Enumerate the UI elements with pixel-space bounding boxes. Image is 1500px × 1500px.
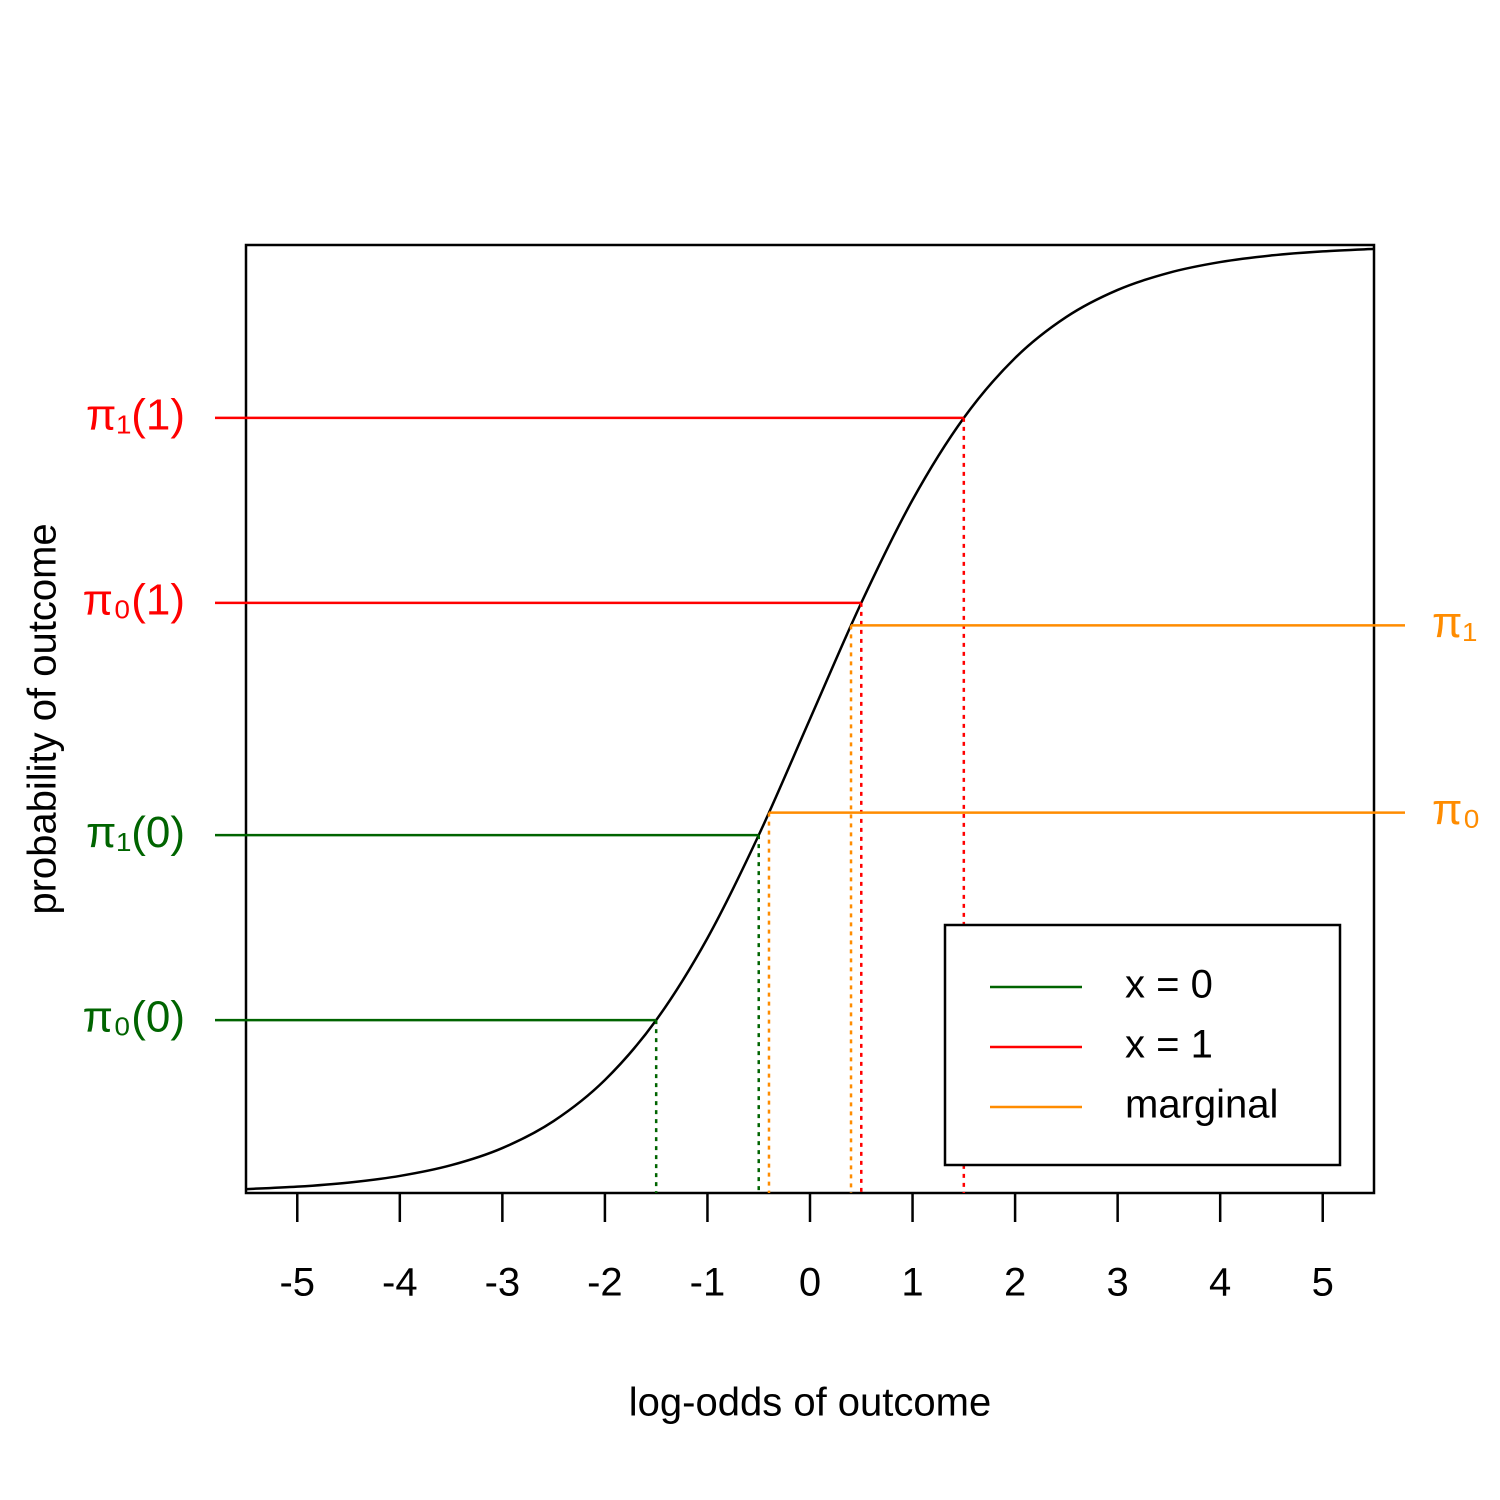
level-label: π₁(1) bbox=[86, 391, 185, 440]
y-axis-label: probability of outcome bbox=[21, 523, 65, 914]
x-tick-label: -5 bbox=[279, 1261, 315, 1305]
x-tick-label: -2 bbox=[587, 1261, 623, 1305]
legend-box bbox=[943, 923, 1342, 1167]
x-tick-label: 2 bbox=[1004, 1261, 1026, 1305]
x-axis-label: log-odds of outcome bbox=[629, 1381, 991, 1425]
level-label: π₀(1) bbox=[83, 575, 185, 624]
legend-label: marginal bbox=[1125, 1083, 1278, 1127]
x-tick-label: -4 bbox=[382, 1261, 418, 1305]
legend-label: x = 0 bbox=[1125, 963, 1213, 1007]
legend-label: x = 1 bbox=[1125, 1023, 1213, 1067]
x-tick-label: 1 bbox=[901, 1261, 923, 1305]
x-tick-label: 3 bbox=[1107, 1261, 1129, 1305]
x-tick-label: 5 bbox=[1312, 1261, 1334, 1305]
logistic-curve bbox=[245, 247, 1375, 1191]
level-label: π₀ bbox=[1432, 785, 1481, 834]
x-tick-label: 0 bbox=[799, 1261, 821, 1305]
x-tick-label: 4 bbox=[1209, 1261, 1231, 1305]
level-label: π₁(0) bbox=[86, 808, 185, 857]
level-label: π₀(0) bbox=[83, 993, 185, 1042]
x-tick-label: -1 bbox=[690, 1261, 726, 1305]
level-label: π₁ bbox=[1432, 598, 1477, 647]
x-tick-label: -3 bbox=[485, 1261, 521, 1305]
